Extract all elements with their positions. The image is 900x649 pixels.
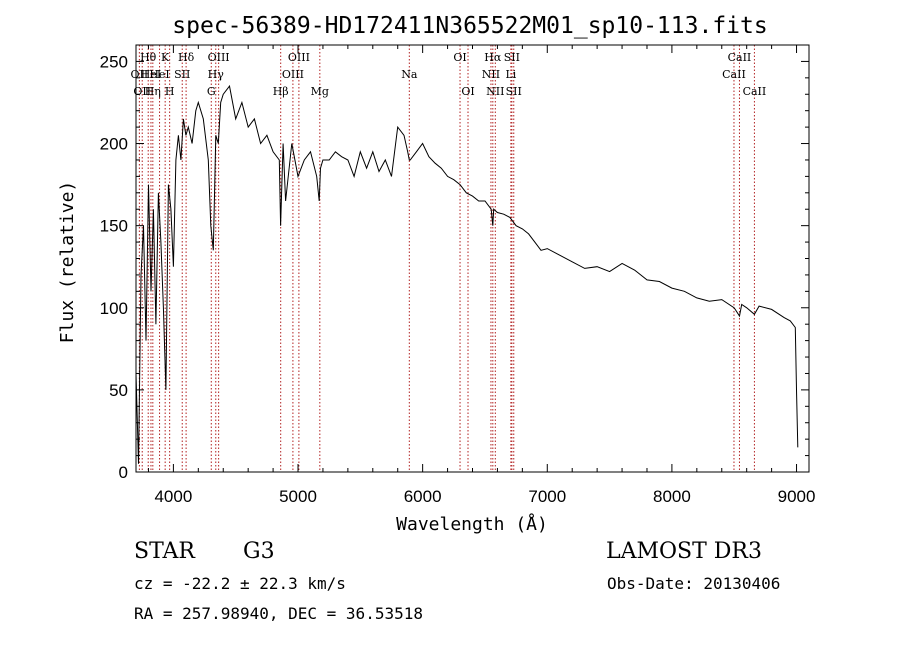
survey-name: LAMOST DR3 <box>606 539 762 564</box>
y-tick-label-0: 0 <box>119 463 128 482</box>
marker-label-23: Li <box>505 68 516 81</box>
chart-title: spec-56389-HD172411N365522M01_sp10-113.f… <box>172 13 767 39</box>
x-axis: 4000 5000 6000 7000 8000 9000 <box>147 45 816 506</box>
marker-label-20: NII <box>482 68 500 81</box>
x-tick-label-7000: 7000 <box>528 487 566 506</box>
x-tick-label-6000: 6000 <box>404 487 442 506</box>
marker-label-15: OIII <box>288 51 310 64</box>
x-tick-label-5000: 5000 <box>279 487 317 506</box>
marker-label-28: CaII <box>743 85 767 98</box>
y-axis-label: Flux (relative) <box>57 181 78 344</box>
y-axis: 0 50 100 150 200 250 <box>100 52 809 482</box>
line-markers <box>138 45 755 472</box>
line-marker-labels: OIIOIIHθHeIHηHeIKHSIIHδGHγOIIIHβOIIIOIII… <box>131 51 767 98</box>
marker-label-12: OIII <box>208 51 230 64</box>
marker-label-3: HeI <box>141 68 161 81</box>
x-tick-label-9000: 9000 <box>778 487 816 506</box>
marker-label-21: Hα <box>484 51 502 64</box>
marker-label-17: Na <box>401 68 418 81</box>
sky-coordinates: RA = 257.98940, DEC = 36.53518 <box>134 604 423 623</box>
marker-label-13: Hβ <box>273 85 289 98</box>
marker-label-9: Hδ <box>178 51 195 64</box>
marker-label-6: K <box>161 51 170 64</box>
marker-label-18: OI <box>453 51 466 64</box>
marker-label-22: NII <box>486 85 504 98</box>
marker-label-19: OI <box>461 85 474 98</box>
marker-label-16: Mg <box>311 85 329 98</box>
y-tick-label-200: 200 <box>100 135 128 154</box>
x-tick-label-4000: 4000 <box>154 487 192 506</box>
redshift-value: cz = -22.2 ± 22.3 km/s <box>134 574 346 593</box>
marker-label-5: HeI <box>149 68 169 81</box>
y-tick-label-100: 100 <box>100 299 128 318</box>
plot-frame <box>135 44 810 473</box>
marker-label-7: H <box>165 85 175 98</box>
marker-label-10: G <box>207 85 216 98</box>
marker-label-24: SII <box>504 51 520 64</box>
spectrum-line <box>135 84 799 464</box>
x-tick-label-8000: 8000 <box>653 487 691 506</box>
observation-date: Obs-Date: 20130406 <box>607 574 781 593</box>
y-tick-label-150: 150 <box>100 217 128 236</box>
y-tick-label-50: 50 <box>109 381 128 400</box>
marker-label-4: Hη <box>145 85 161 98</box>
marker-label-11: Hγ <box>208 68 225 81</box>
marker-label-27: CaII <box>728 51 752 64</box>
marker-label-26: CaII <box>722 68 746 81</box>
x-axis-label: Wavelength (Å) <box>396 513 548 535</box>
marker-label-14: OIII <box>282 68 304 81</box>
object-subclass: G3 <box>243 539 275 564</box>
marker-label-0: OII <box>131 68 149 81</box>
marker-label-8: SII <box>174 68 190 81</box>
marker-label-25: SII <box>506 85 522 98</box>
y-tick-label-250: 250 <box>100 52 128 71</box>
marker-label-2: Hθ <box>140 51 157 64</box>
object-class: STAR <box>134 539 195 564</box>
